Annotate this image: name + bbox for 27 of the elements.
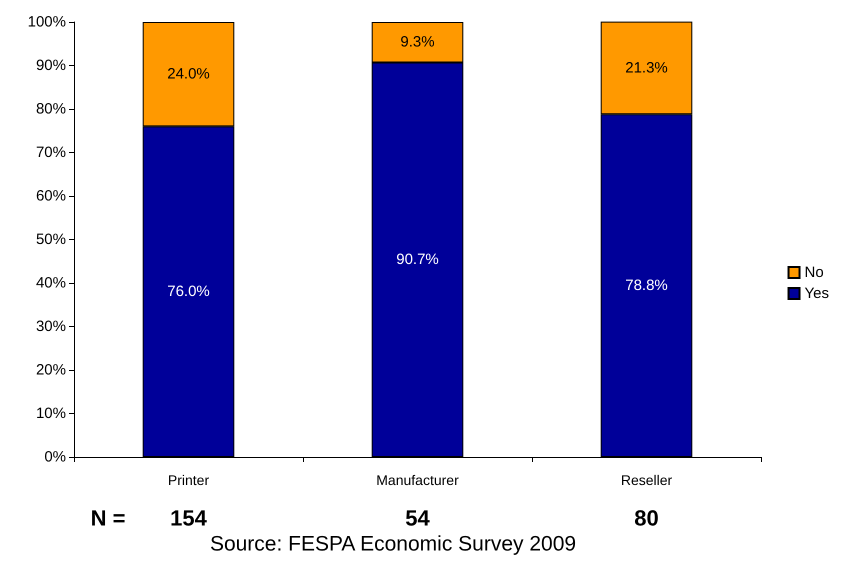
text: 80 [634,506,659,530]
text: 54 [405,506,430,530]
x-tick-label: Manufacturer [376,472,460,488]
y-tick-label: 90% [36,57,66,74]
y-tick-label: 20% [36,362,66,378]
text: 154 [170,506,208,530]
y-tick-label: 50% [36,231,66,248]
y-tick-label: 80% [36,100,66,118]
y-tick-label: 60% [36,188,66,204]
text: N = [90,506,126,530]
data-label: 90.7% [396,251,439,268]
legend-label: No [804,264,824,281]
data-label: 78.8% [625,277,668,294]
y-tick-label: 10% [36,405,66,422]
y-tick-label: 70% [36,144,66,161]
y-tick-label: 30% [36,318,66,335]
y-tick-label: 0% [44,448,66,466]
data-label: 24.0% [167,66,210,83]
data-label: 76.0% [167,283,210,300]
y-tick-label: 40% [36,274,66,292]
y-tick-label: 100% [28,14,66,30]
source-note: Source: FESPA Economic Survey 2009 [210,532,576,556]
x-tick-label: Reseller [620,472,673,488]
data-label: 9.3% [400,34,435,51]
legend-label: Yes [804,285,830,302]
data-label: 21.3% [625,59,668,76]
x-tick-label: Printer [168,472,210,488]
